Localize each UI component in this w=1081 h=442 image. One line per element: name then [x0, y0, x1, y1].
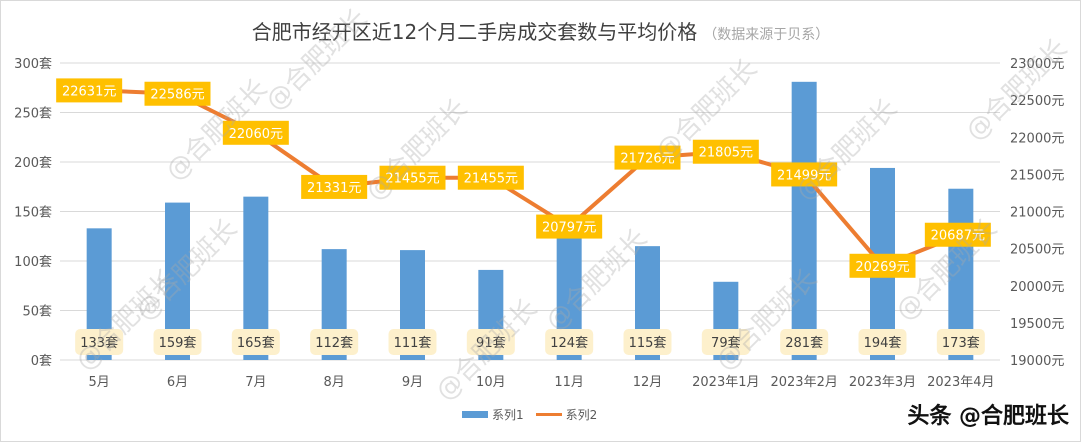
price-label: 21331元 [307, 181, 361, 196]
x-axis-tick: 11月 [554, 375, 584, 390]
count-label-box [466, 329, 515, 355]
count-labels: 133套 159套 165套 112套 111套 91套 124套 115套 79套 281套 19… [75, 329, 985, 355]
legend-item-series1[interactable]: 系列1 [462, 406, 524, 423]
right-axis-tick: 22500元 [1010, 94, 1064, 109]
count-label-box [623, 329, 672, 355]
count-label-box [310, 329, 359, 355]
left-axis-tick: 150套 [14, 205, 52, 221]
right-axis-tick: 20000元 [1010, 280, 1064, 295]
right-axis-tick: 21500元 [1010, 168, 1064, 183]
count-label: 79套 [711, 335, 741, 351]
bar [791, 81, 817, 360]
price-label-box [924, 222, 991, 247]
count-label: 111套 [394, 335, 432, 351]
count-label: 133套 [80, 335, 118, 351]
price-label: 22586元 [150, 88, 204, 103]
price-label: 20269元 [855, 260, 909, 275]
count-label-box [153, 329, 202, 355]
count-label: 281套 [785, 335, 823, 351]
price-label-box [536, 214, 603, 239]
right-axis-tick: 22000元 [1010, 131, 1064, 146]
x-axis-tick: 10月 [476, 375, 506, 390]
price-labels: 22631元 22586元 22060元 21331元 21455元 21455元 2079… [56, 78, 991, 278]
price-label: 22060元 [229, 127, 283, 142]
count-label-box [231, 329, 280, 355]
price-label-box [144, 81, 211, 106]
left-axis: 0套 50套 100套 150套 200套 250套 300套 [14, 56, 52, 369]
legend-item-series2[interactable]: 系列2 [535, 406, 598, 423]
price-label-box [56, 78, 123, 103]
count-label-box [545, 329, 594, 355]
chart-title-main: 合肥市经开区近12个月二手房成交套数与平均价格 [251, 20, 698, 44]
price-label: 20687元 [931, 229, 985, 244]
price-label: 22631元 [62, 84, 116, 99]
price-label: 21455元 [385, 172, 439, 187]
count-label: 159套 [159, 335, 197, 351]
left-axis-tick: 250套 [14, 106, 52, 122]
price-label-box [849, 253, 916, 278]
count-label-box [701, 329, 750, 355]
brand-watermark: 头条 @合肥班长 [907, 404, 1069, 429]
count-label: 124套 [550, 335, 588, 351]
price-label: 21726元 [620, 152, 674, 167]
left-axis-tick: 200套 [14, 155, 52, 171]
count-label: 112套 [315, 335, 353, 351]
x-axis-tick: 6月 [167, 375, 188, 390]
left-axis-tick: 300套 [14, 56, 52, 72]
left-axis-tick: 50套 [22, 304, 52, 320]
left-axis-tick: 100套 [14, 254, 52, 270]
count-label: 173套 [942, 335, 980, 351]
price-label-box [222, 120, 289, 145]
x-axis-tick: 9月 [402, 375, 423, 390]
count-label-box [936, 329, 985, 355]
price-label-box [692, 139, 759, 164]
price-label: 21455元 [464, 172, 518, 187]
x-axis-tick: 2023年4月 [927, 375, 994, 390]
count-label-box [858, 329, 907, 355]
x-axis-tick: 8月 [324, 375, 345, 390]
chart-title: 合肥市经开区近12个月二手房成交套数与平均价格 （数据来源于贝系） [0, 16, 1081, 45]
right-axis-tick: 23000元 [1010, 57, 1064, 72]
x-axis-tick: 12月 [633, 375, 663, 390]
x-axis: 5月 6月 7月 8月 9月 10月 11月 12月 2023年1月 2023年2月 2023年3月… [89, 375, 995, 390]
price-label: 21805元 [699, 146, 753, 161]
count-label-box [780, 329, 829, 355]
price-label-box [771, 162, 838, 187]
bar-swatch-icon [462, 411, 488, 418]
legend-label-series1: 系列1 [492, 408, 524, 422]
left-axis-tick: 0套 [31, 353, 52, 369]
x-axis-tick: 2023年2月 [770, 375, 837, 390]
legend-label-series2: 系列2 [565, 408, 598, 422]
price-label: 21499元 [777, 168, 831, 183]
x-axis-tick: 5月 [89, 375, 110, 390]
x-axis-tick: 2023年1月 [692, 375, 759, 390]
price-label: 20797元 [542, 221, 596, 236]
right-axis-tick: 19500元 [1010, 317, 1064, 332]
right-axis-tick: 19000元 [1010, 354, 1064, 369]
price-label-box [457, 165, 524, 190]
x-axis-tick: 7月 [245, 375, 266, 390]
right-axis-tick: 20500元 [1010, 243, 1064, 258]
chart-title-source: （数据来源于贝系） [703, 27, 830, 43]
legend: 系列1 系列2 [462, 406, 597, 423]
price-label-box [379, 165, 446, 190]
x-axis-tick: 2023年3月 [849, 375, 916, 390]
price-label-box [301, 174, 368, 199]
count-label-box [75, 329, 124, 355]
count-label: 194套 [864, 335, 902, 351]
price-label-box [614, 145, 681, 170]
count-label: 91套 [476, 335, 506, 351]
count-label: 165套 [237, 335, 275, 351]
count-label: 115套 [629, 335, 667, 351]
line-swatch-icon [535, 413, 562, 416]
right-axis-tick: 21000元 [1010, 206, 1064, 221]
bar-series [86, 81, 974, 360]
count-label-box [388, 329, 437, 355]
right-axis: 19000元 19500元 20000元 20500元 21000元 21500元 2200… [1010, 57, 1064, 369]
